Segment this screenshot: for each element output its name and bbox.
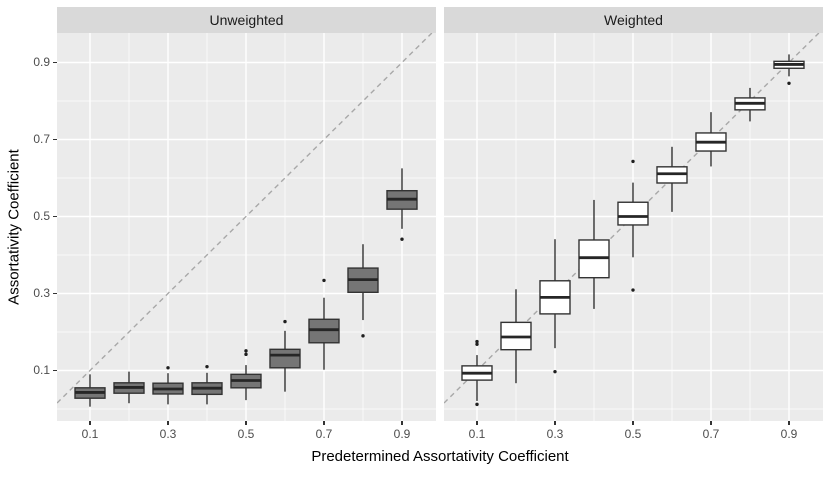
outlier-point	[475, 339, 479, 344]
box	[269, 348, 301, 369]
x-tick-label: 0.5	[624, 427, 642, 441]
outlier-point	[787, 81, 791, 85]
outlier-point	[244, 352, 248, 357]
x-tick-label: 0.5	[237, 427, 255, 441]
y-axis-tick	[53, 138, 57, 141]
x-axis-tick	[554, 421, 556, 425]
x-tick-label: 0.9	[780, 427, 798, 441]
y-tick-label: 0.5	[33, 209, 50, 224]
y-tick-label: 0.1	[33, 363, 50, 378]
outlier-point	[631, 159, 635, 164]
y-axis-title: Assortativity Coefficient	[5, 149, 23, 305]
facet-panel-weighted	[444, 33, 823, 421]
x-tick-label: 0.7	[702, 427, 720, 441]
outlier-point	[361, 334, 365, 338]
identity-reference-line	[57, 33, 433, 404]
x-tick-label: 0.7	[315, 427, 333, 441]
x-axis-title: Predetermined Assortativity Coefficient	[311, 448, 569, 465]
facet-strip-unweighted: Unweighted	[57, 7, 436, 33]
outlier-point	[475, 342, 479, 347]
box	[617, 201, 649, 226]
x-axis-tick	[710, 421, 712, 425]
facet-panel-unweighted	[57, 33, 436, 421]
outlier-point	[553, 369, 557, 374]
x-axis-tick	[788, 421, 790, 425]
outlier-point	[205, 364, 209, 369]
x-axis-tick	[167, 421, 169, 425]
y-axis-tick	[53, 292, 57, 295]
x-axis-tick	[89, 421, 91, 425]
x-axis-tick	[476, 421, 478, 425]
x-tick-label: 0.3	[546, 427, 564, 441]
y-axis-tick	[53, 61, 57, 64]
x-axis-tick	[245, 421, 247, 425]
outlier-point	[631, 288, 635, 292]
x-tick-label: 0.3	[159, 427, 177, 441]
outlier-point	[322, 278, 326, 283]
x-tick-label: 0.9	[393, 427, 411, 441]
y-tick-label: 0.9	[33, 55, 50, 70]
outlier-point	[400, 237, 404, 241]
outlier-point	[166, 366, 170, 370]
x-axis-tick	[323, 421, 325, 425]
y-axis-tick	[53, 215, 57, 218]
y-axis-tick	[53, 369, 57, 372]
y-tick-label: 0.3	[33, 286, 50, 301]
x-axis-tick	[632, 421, 634, 425]
x-axis-tick	[401, 421, 403, 425]
outlier-point	[475, 402, 479, 407]
outlier-point	[244, 349, 248, 353]
facet-strip-weighted: Weighted	[444, 7, 823, 33]
x-tick-label: 0.1	[81, 427, 99, 441]
y-tick-label: 0.7	[33, 132, 50, 147]
outlier-point	[283, 319, 287, 324]
x-tick-label: 0.1	[468, 427, 486, 441]
